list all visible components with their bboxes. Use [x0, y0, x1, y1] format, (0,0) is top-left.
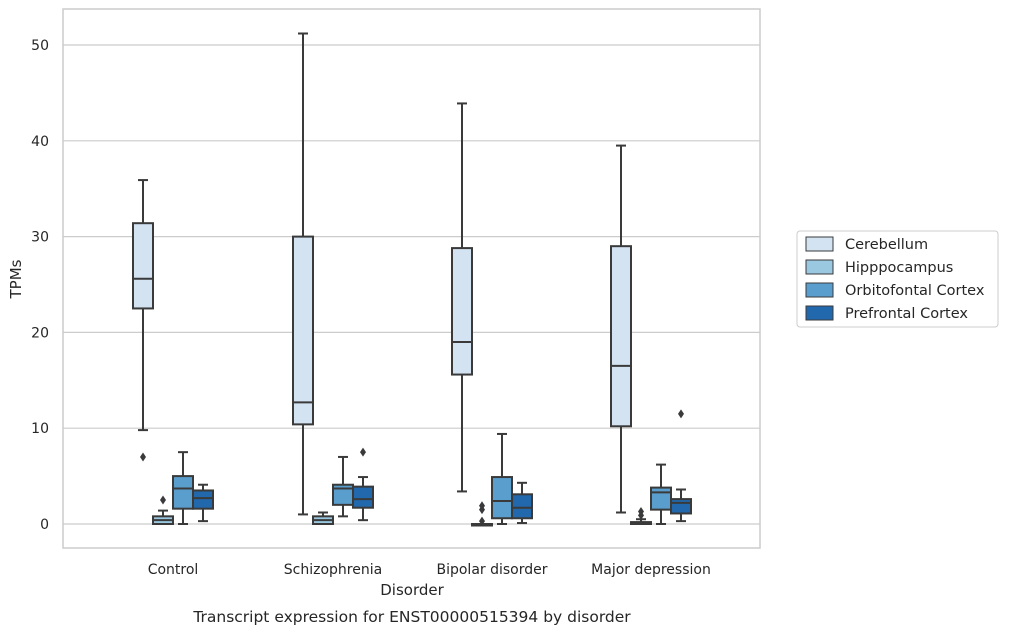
legend-swatch-1 — [805, 236, 834, 252]
box-hipppocampus-1 — [152, 495, 174, 525]
plot-area — [62, 8, 761, 549]
x-axis-ticks: Control Schizophrenia Bipolar disorder Majo… — [148, 562, 711, 578]
y-axis-label: TPMs — [7, 259, 25, 299]
y-axis-ticks: 0 10 20 30 40 50 — [31, 38, 49, 533]
x-tick-label-4: Major depression — [591, 562, 711, 578]
legend: Cerebellum Hipppocampus Orbitofontal Corte… — [796, 230, 999, 328]
box-prefrontal-cortex-2 — [352, 447, 374, 522]
box-prefrontal-cortex-1 — [192, 483, 214, 523]
box-prefrontal-cortex-4 — [670, 409, 692, 523]
outlier-point-2 — [638, 507, 644, 517]
box-body — [451, 247, 473, 376]
y-tick-label-40: 40 — [31, 134, 49, 150]
y-tick-label-50: 50 — [31, 38, 49, 54]
box-body — [670, 498, 692, 515]
box-body — [610, 245, 632, 428]
y-tick-label-0: 0 — [40, 517, 49, 533]
box-body — [132, 222, 154, 310]
outlier-point-1 — [678, 409, 684, 419]
box-body — [491, 476, 513, 520]
outlier-point-1 — [140, 452, 146, 462]
box-body — [172, 475, 194, 510]
chart-caption: Transcript expression for ENST0000051539… — [192, 608, 631, 626]
box-hipppocampus-4 — [630, 507, 652, 525]
x-tick-label-1: Control — [148, 562, 199, 578]
box-body — [352, 485, 374, 509]
legend-label-1: Cerebellum — [845, 237, 928, 253]
outlier-point-3 — [479, 501, 485, 511]
legend-swatch-4 — [805, 305, 834, 321]
legend-swatch-3 — [805, 282, 834, 298]
outlier-point-1 — [360, 447, 366, 457]
box-groups — [132, 32, 692, 527]
legend-label-2: Hipppocampus — [845, 260, 953, 276]
y-tick-label-20: 20 — [31, 325, 49, 341]
legend-frame — [796, 230, 999, 328]
box-cerebellum-3 — [451, 102, 473, 493]
y-tick-label-10: 10 — [31, 421, 49, 437]
box-cerebellum-2 — [292, 32, 314, 516]
box-hipppocampus-2 — [312, 511, 334, 525]
legend-label-4: Prefrontal Cortex — [845, 306, 968, 322]
box-body — [650, 486, 672, 511]
box-cerebellum-4 — [610, 144, 632, 514]
box-orbitofontal-cortex-4 — [650, 463, 672, 525]
box-cerebellum-1 — [132, 179, 154, 462]
outlier-point-1 — [160, 495, 166, 505]
y-tick-label-30: 30 — [31, 230, 49, 246]
x-tick-label-2: Schizophrenia — [284, 562, 382, 578]
box-prefrontal-cortex-3 — [511, 481, 533, 525]
x-tick-label-3: Bipolar disorder — [436, 562, 547, 578]
outlier-point-1 — [479, 516, 485, 526]
legend-swatch-2 — [805, 259, 834, 275]
legend-label-3: Orbitofontal Cortex — [845, 283, 985, 299]
box-hipppocampus-3 — [471, 501, 493, 527]
x-axis-label: Disorder — [380, 581, 444, 599]
box-body — [192, 489, 214, 510]
box-body — [511, 493, 533, 520]
box-body — [292, 235, 314, 426]
